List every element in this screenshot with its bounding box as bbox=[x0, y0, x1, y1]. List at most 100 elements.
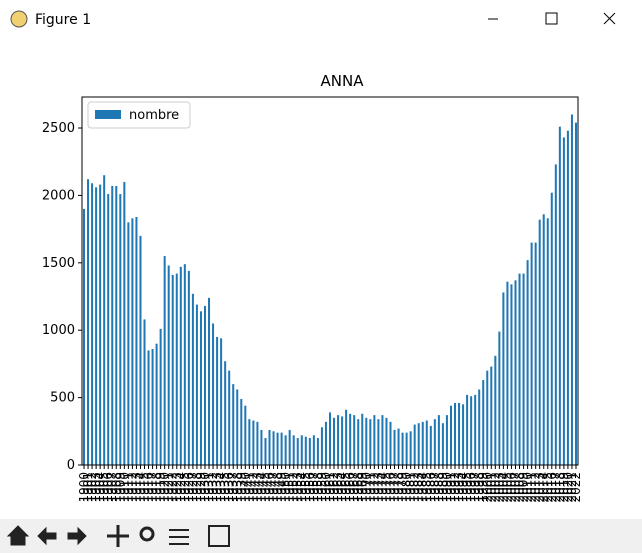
bar bbox=[341, 416, 344, 465]
bar bbox=[304, 436, 307, 465]
zoom-button[interactable] bbox=[139, 526, 155, 542]
x-tick-label: 1957 bbox=[307, 472, 321, 503]
bar bbox=[135, 216, 138, 465]
x-tick-label: 1954 bbox=[295, 472, 309, 503]
home-button[interactable] bbox=[6, 525, 30, 546]
configure-button[interactable] bbox=[169, 529, 189, 545]
save-button[interactable] bbox=[208, 525, 230, 547]
bar bbox=[143, 319, 146, 465]
x-tick-label: 1910 bbox=[117, 472, 131, 503]
bar bbox=[208, 297, 211, 465]
bar bbox=[280, 432, 283, 465]
legend-box bbox=[87, 101, 191, 129]
x-tick-label: 1914 bbox=[133, 472, 147, 503]
x-tick-label: 1987 bbox=[428, 472, 442, 503]
x-tick-label: 1943 bbox=[250, 472, 264, 503]
bar bbox=[155, 343, 158, 465]
bar bbox=[542, 214, 545, 465]
x-tick-label: 1921 bbox=[162, 472, 176, 503]
bar bbox=[333, 417, 336, 465]
bar bbox=[115, 185, 118, 465]
x-tick-label: 2000 bbox=[480, 472, 494, 503]
bar bbox=[300, 435, 303, 465]
bar bbox=[337, 415, 340, 465]
bar bbox=[260, 429, 263, 465]
x-tick-label: 2005 bbox=[500, 472, 514, 503]
x-tick-label: 2017 bbox=[549, 472, 563, 503]
pan-button[interactable] bbox=[107, 525, 129, 547]
bar bbox=[179, 266, 182, 465]
bar bbox=[91, 183, 94, 465]
bar bbox=[566, 130, 569, 465]
x-tick-label: 1907 bbox=[105, 472, 119, 503]
x-tick-label: 1960 bbox=[319, 472, 333, 503]
bar bbox=[272, 431, 275, 465]
bar bbox=[224, 361, 227, 465]
x-tick-label: 2012 bbox=[529, 472, 543, 503]
bar bbox=[429, 425, 432, 465]
x-tick-label: 1942 bbox=[246, 472, 260, 503]
bar bbox=[445, 415, 448, 465]
x-tick-label: 1999 bbox=[476, 472, 490, 503]
bar bbox=[83, 208, 86, 465]
bar bbox=[256, 421, 259, 465]
x-tick-label: 1926 bbox=[182, 472, 196, 503]
x-tick-label: 2006 bbox=[504, 472, 518, 503]
bar bbox=[381, 415, 384, 465]
x-tick-label: 1995 bbox=[460, 472, 474, 503]
x-tick-label: 1947 bbox=[267, 472, 281, 503]
bar bbox=[103, 175, 106, 465]
bar bbox=[550, 192, 553, 465]
bar bbox=[252, 420, 255, 465]
bar bbox=[389, 421, 392, 465]
x-tick-label: 2004 bbox=[496, 472, 510, 503]
bar bbox=[171, 274, 174, 465]
bar bbox=[324, 421, 327, 465]
x-tick-label: 1983 bbox=[412, 472, 426, 503]
x-tick-label: 1963 bbox=[331, 472, 345, 503]
bar bbox=[385, 417, 388, 465]
x-tick-label: 1958 bbox=[311, 472, 325, 503]
x-tick-label: 1975 bbox=[379, 472, 393, 503]
x-tick-label: 1967 bbox=[347, 472, 361, 503]
toolbar-icons bbox=[6, 525, 230, 547]
bar bbox=[449, 405, 452, 465]
x-tick-label: 1934 bbox=[214, 472, 228, 503]
x-tick-label: 1976 bbox=[383, 472, 397, 503]
x-tick-label: 1911 bbox=[121, 472, 135, 503]
x-tick-label: 1929 bbox=[194, 472, 208, 503]
bar bbox=[417, 423, 420, 465]
x-tick-label: 1979 bbox=[396, 472, 410, 503]
x-tick-label: 1927 bbox=[186, 472, 200, 503]
close-button[interactable] bbox=[603, 12, 616, 25]
x-tick-label: 1930 bbox=[198, 472, 212, 503]
bar bbox=[570, 114, 573, 466]
x-tick-label: 2019 bbox=[557, 472, 571, 503]
x-tick-label: 1966 bbox=[343, 472, 357, 503]
x-tick-label: 1916 bbox=[142, 472, 156, 503]
bar bbox=[397, 428, 400, 465]
bar bbox=[228, 370, 231, 465]
bar bbox=[538, 219, 541, 465]
x-tick-label: 1938 bbox=[230, 472, 244, 503]
bar bbox=[506, 281, 509, 465]
x-tick-label: 1973 bbox=[371, 472, 385, 503]
x-tick-label: 1945 bbox=[258, 472, 272, 503]
forward-button[interactable] bbox=[67, 526, 87, 546]
y-tick-label: 2500 bbox=[42, 121, 75, 136]
x-tick-label: 1924 bbox=[174, 472, 188, 503]
bar bbox=[195, 304, 198, 465]
bar bbox=[558, 126, 561, 466]
x-tick-label: 1986 bbox=[424, 472, 438, 503]
bar bbox=[320, 427, 323, 465]
maximize-button[interactable] bbox=[545, 12, 558, 25]
bar bbox=[99, 184, 102, 465]
x-tick-label: 1923 bbox=[170, 472, 184, 503]
x-tick-label: 2014 bbox=[537, 472, 551, 503]
bar bbox=[526, 260, 529, 465]
bar bbox=[147, 350, 150, 465]
back-button[interactable] bbox=[37, 526, 57, 546]
x-tick-label: 1955 bbox=[299, 472, 313, 503]
x-tick-label: 1953 bbox=[291, 472, 305, 503]
bar bbox=[405, 432, 408, 465]
